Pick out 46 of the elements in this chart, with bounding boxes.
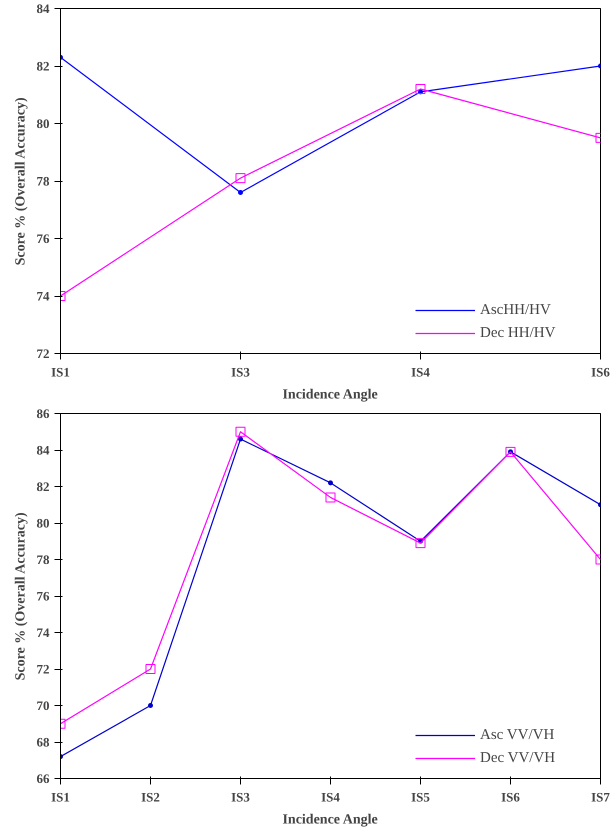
point xyxy=(328,480,333,486)
y-tick-label: 74 xyxy=(36,625,50,640)
y-tick-label: 76 xyxy=(36,588,50,604)
point xyxy=(148,703,153,708)
legend-label: AscHH/HV xyxy=(480,302,552,318)
y-axis-title: Score % (Overall Accuracy) xyxy=(14,97,28,266)
x-tick-label: IS4 xyxy=(321,790,340,804)
y-tick-label: 84 xyxy=(36,1,50,16)
x-tick-label: IS1 xyxy=(51,790,70,804)
y-tick-label: 72 xyxy=(36,662,50,676)
legend-label: Asc VV/VH xyxy=(480,726,556,744)
x-tick-label: IS1 xyxy=(51,364,70,380)
x-tick-label: IS5 xyxy=(411,790,430,804)
x-tick-label: IS2 xyxy=(141,790,160,804)
y-tick-label: 68 xyxy=(36,734,50,750)
y-axis-title: Score % (Overall Accuracy) xyxy=(14,512,28,680)
point xyxy=(236,426,246,437)
point xyxy=(238,190,243,195)
y-tick-label: 80 xyxy=(36,116,50,131)
y-tick-label: 66 xyxy=(36,771,50,786)
x-tick-label: IS6 xyxy=(591,364,610,380)
y-tick-label: 82 xyxy=(36,479,50,494)
x-axis-title: Incidence Angle xyxy=(282,388,378,402)
x-tick-label: IS7 xyxy=(591,790,610,804)
y-tick-label: 78 xyxy=(36,174,50,188)
y-tick-label: 70 xyxy=(36,698,50,713)
y-tick-label: 86 xyxy=(36,406,50,421)
y-tick-label: 78 xyxy=(36,552,50,567)
y-tick-label: 80 xyxy=(36,516,50,530)
x-tick-label: IS3 xyxy=(231,364,250,380)
x-tick-label: IS3 xyxy=(231,790,250,804)
x-tick-label: IS4 xyxy=(411,364,430,380)
x-axis-title: Incidence Angle xyxy=(282,812,378,828)
legend-label: Dec VV/VH xyxy=(480,750,556,766)
point xyxy=(416,538,426,548)
y-tick-label: 84 xyxy=(36,442,50,458)
y-tick-label: 72 xyxy=(36,346,50,361)
y-tick-label: 76 xyxy=(36,231,50,246)
point xyxy=(506,446,516,457)
point xyxy=(146,664,156,674)
y-tick-label: 74 xyxy=(36,288,50,304)
point xyxy=(326,492,336,502)
x-tick-label: IS6 xyxy=(501,790,520,804)
point xyxy=(238,436,243,442)
y-tick-label: 82 xyxy=(36,58,50,74)
legend-label: Dec HH/HV xyxy=(480,324,556,342)
